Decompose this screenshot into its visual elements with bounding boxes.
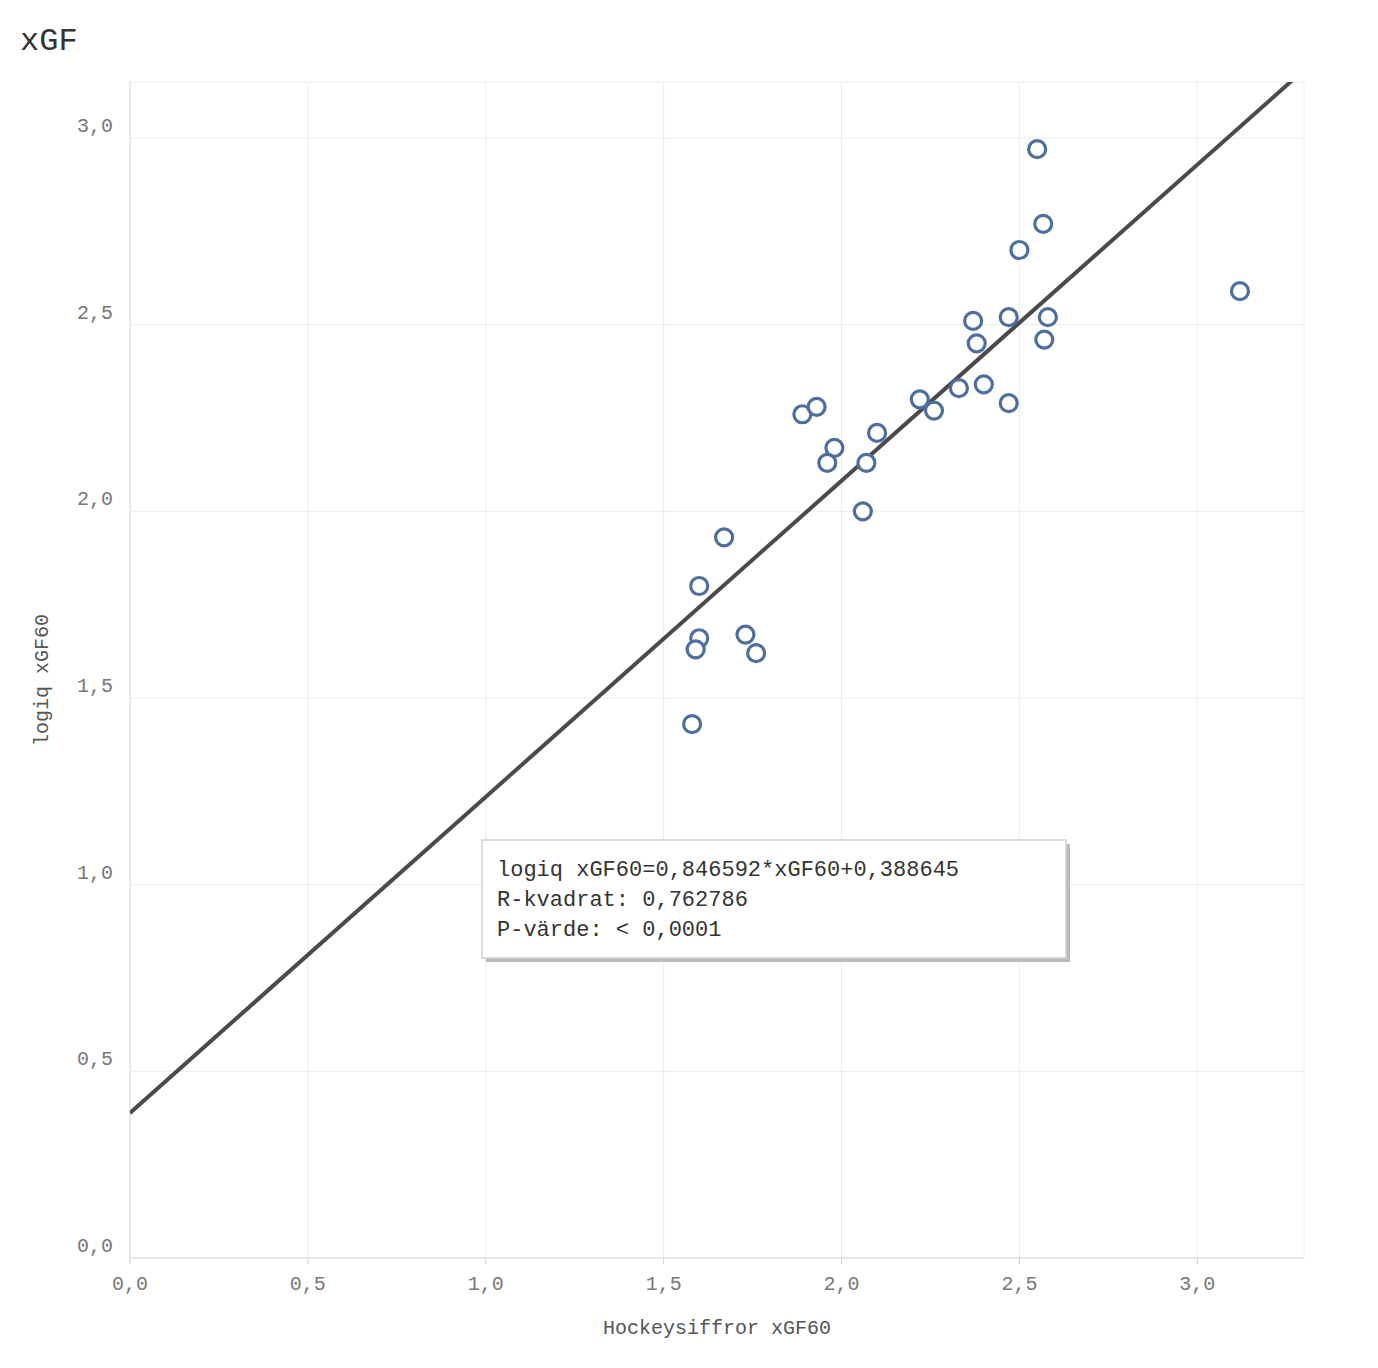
y-axis-label: logiq xGF60 xyxy=(31,614,54,746)
point xyxy=(1029,141,1046,158)
y-tick-label: 0,5 xyxy=(77,1048,113,1071)
x-tick xyxy=(1019,1258,1020,1264)
annotation-text: logiq xGF60=0,846592*xGF60+0,388645 xyxy=(497,858,959,883)
x-tick xyxy=(841,1258,842,1264)
trendline xyxy=(130,82,1304,1113)
x-tick-label: 2,5 xyxy=(1001,1273,1037,1296)
point xyxy=(1000,395,1017,412)
point xyxy=(737,626,754,643)
point xyxy=(1000,309,1017,326)
x-axis-line xyxy=(130,1258,1304,1259)
point xyxy=(926,402,943,419)
y-grid-line xyxy=(130,1258,1304,1259)
point xyxy=(684,716,701,733)
point xyxy=(1011,242,1028,259)
x-axis-label: Hockeysiffror xGF60 xyxy=(603,1317,831,1340)
chart: xGF 0,0 0,5 1,0 1,5 2,0 2,5 3,0 0,0 0,5 1,0 1,5 2,0 2… xyxy=(0,0,1378,1368)
point xyxy=(1036,331,1053,348)
x-grid-line xyxy=(1197,82,1198,1258)
point xyxy=(975,376,992,393)
point xyxy=(869,424,886,441)
point xyxy=(748,645,765,662)
point xyxy=(1039,309,1056,326)
y-tick-label: 0,0 xyxy=(77,1235,113,1258)
x-grid-line xyxy=(841,82,842,1258)
x-grid-line xyxy=(663,82,664,1258)
point xyxy=(687,641,704,658)
y-grid-line xyxy=(130,138,1304,139)
y-tick-label: 2,5 xyxy=(77,302,113,325)
x-grid-line xyxy=(307,82,308,1258)
x-grid-line xyxy=(485,82,486,1258)
x-tick xyxy=(130,1258,131,1264)
x-tick-label: 1,5 xyxy=(646,1273,682,1296)
y-tick-label: 2,0 xyxy=(77,488,113,511)
annotation-box xyxy=(482,840,1066,958)
x-tick xyxy=(307,1258,308,1264)
plot-area xyxy=(130,82,1304,1113)
x-grid-line xyxy=(130,82,131,1258)
plot-frame xyxy=(130,82,1304,1258)
y-tick-label: 3,0 xyxy=(77,115,113,138)
x-tick-label: 3,0 xyxy=(1179,1273,1215,1296)
point xyxy=(858,454,875,471)
point xyxy=(965,312,982,329)
point xyxy=(950,380,967,397)
y-tick-label: 1,0 xyxy=(77,862,113,885)
point xyxy=(716,529,733,546)
x-tick xyxy=(663,1258,664,1264)
y-grid-line xyxy=(130,511,1304,512)
x-tick xyxy=(485,1258,486,1264)
x-tick-label: 2,0 xyxy=(824,1273,860,1296)
x-tick-label: 0,5 xyxy=(290,1273,326,1296)
y-axis-line xyxy=(130,82,131,1258)
y-grid-line xyxy=(130,1071,1304,1072)
title: xGF xyxy=(20,23,78,60)
y-tick-label: 1,5 xyxy=(77,675,113,698)
point xyxy=(1035,215,1052,232)
point xyxy=(854,503,871,520)
point xyxy=(691,578,708,595)
x-tick-label: 0,0 xyxy=(112,1273,148,1296)
point xyxy=(808,398,825,415)
point xyxy=(968,335,985,352)
point xyxy=(1231,283,1248,300)
y-grid-line xyxy=(130,324,1304,325)
point xyxy=(819,454,836,471)
annotation-text: P-värde: < 0,0001 xyxy=(497,918,721,943)
x-tick xyxy=(1197,1258,1198,1264)
annotation-text: R-kvadrat: 0,762786 xyxy=(497,888,748,913)
y-grid-line xyxy=(130,698,1304,699)
x-tick-label: 1,0 xyxy=(468,1273,504,1296)
